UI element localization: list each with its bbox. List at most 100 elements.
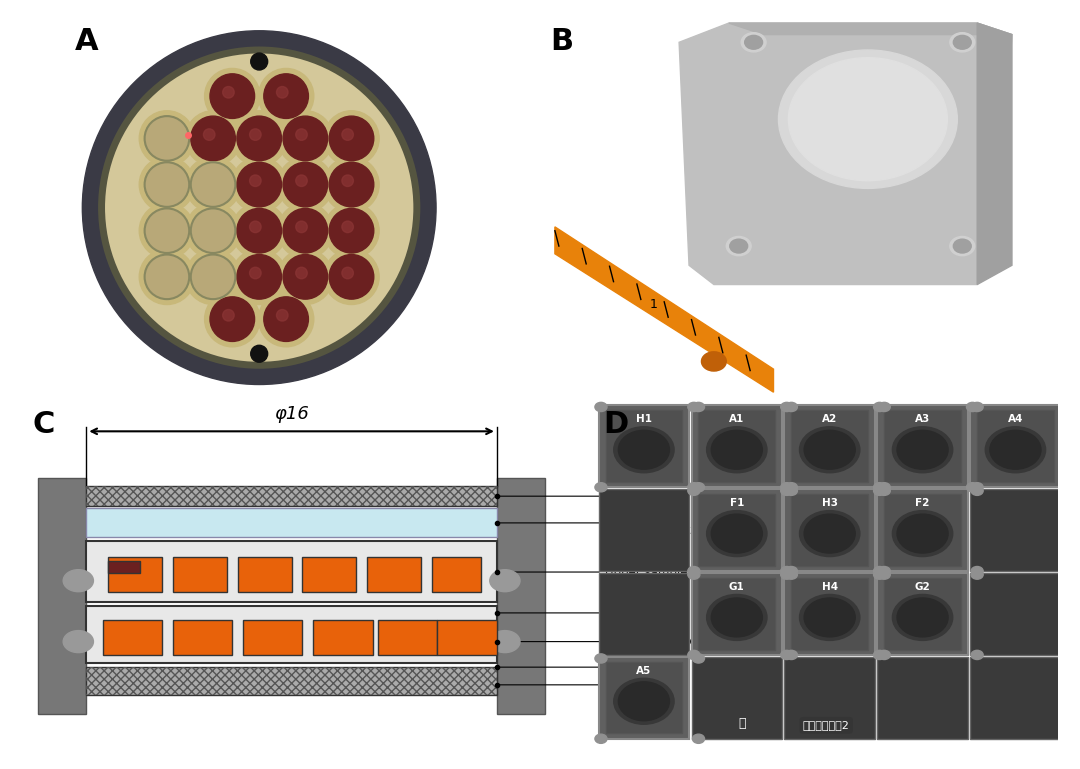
Bar xyxy=(437,620,497,655)
Circle shape xyxy=(779,50,957,188)
Circle shape xyxy=(186,203,241,258)
Circle shape xyxy=(258,68,314,124)
Bar xyxy=(970,573,1061,655)
Circle shape xyxy=(102,50,417,365)
Circle shape xyxy=(278,111,333,166)
Bar xyxy=(691,405,782,488)
Circle shape xyxy=(342,267,353,278)
Circle shape xyxy=(278,249,333,305)
Circle shape xyxy=(222,309,234,321)
Circle shape xyxy=(613,427,674,473)
Circle shape xyxy=(329,255,374,299)
Circle shape xyxy=(145,162,189,207)
Circle shape xyxy=(251,345,268,362)
Bar xyxy=(432,557,481,592)
Circle shape xyxy=(258,291,314,347)
Bar xyxy=(606,411,683,482)
Text: Window
(MgF₂ or quartz): Window (MgF₂ or quartz) xyxy=(500,509,701,537)
Circle shape xyxy=(799,427,860,473)
Circle shape xyxy=(878,651,890,660)
Circle shape xyxy=(139,203,194,258)
Bar xyxy=(784,657,875,739)
Circle shape xyxy=(204,68,260,124)
Circle shape xyxy=(874,402,886,411)
Circle shape xyxy=(237,208,282,253)
Bar xyxy=(885,494,961,566)
Circle shape xyxy=(204,291,260,347)
Polygon shape xyxy=(977,23,1012,285)
Bar xyxy=(38,478,86,714)
Text: O-ring: O-ring xyxy=(500,661,643,674)
Text: 📱: 📱 xyxy=(739,717,746,730)
Circle shape xyxy=(186,111,241,166)
Text: F2: F2 xyxy=(916,498,930,508)
Circle shape xyxy=(490,570,521,591)
Bar xyxy=(108,561,140,573)
Circle shape xyxy=(730,239,747,253)
Circle shape xyxy=(874,483,886,492)
Circle shape xyxy=(781,570,793,579)
Circle shape xyxy=(950,237,974,255)
Circle shape xyxy=(276,86,288,98)
Bar xyxy=(691,657,782,739)
Text: A5: A5 xyxy=(636,665,651,675)
Circle shape xyxy=(712,514,762,553)
Polygon shape xyxy=(555,227,773,392)
Text: 1: 1 xyxy=(649,298,657,311)
Bar xyxy=(243,620,302,655)
Circle shape xyxy=(971,402,983,411)
Bar xyxy=(691,573,782,655)
Bar xyxy=(173,557,227,592)
Circle shape xyxy=(706,427,767,473)
Circle shape xyxy=(283,162,327,207)
Circle shape xyxy=(785,567,797,576)
Bar xyxy=(598,657,689,739)
Circle shape xyxy=(712,598,762,637)
Circle shape xyxy=(296,175,308,187)
Circle shape xyxy=(688,567,700,576)
Bar xyxy=(86,486,497,506)
Circle shape xyxy=(145,208,189,253)
Circle shape xyxy=(283,116,327,161)
Circle shape xyxy=(222,86,234,98)
Circle shape xyxy=(324,157,379,212)
Circle shape xyxy=(283,208,327,253)
Bar xyxy=(367,557,421,592)
Bar xyxy=(877,405,968,488)
Text: B: B xyxy=(550,27,573,56)
Circle shape xyxy=(329,162,374,207)
Circle shape xyxy=(145,255,189,299)
Circle shape xyxy=(329,208,374,253)
Circle shape xyxy=(278,157,333,212)
Text: Lower sample plate: Lower sample plate xyxy=(500,607,720,619)
Bar xyxy=(885,411,961,482)
Bar xyxy=(784,489,875,571)
Text: A3: A3 xyxy=(915,414,930,424)
Circle shape xyxy=(706,511,767,557)
Polygon shape xyxy=(729,23,1012,35)
Circle shape xyxy=(191,255,235,299)
Circle shape xyxy=(296,267,308,278)
Circle shape xyxy=(990,431,1041,469)
Bar xyxy=(173,620,232,655)
Circle shape xyxy=(283,255,327,299)
Bar xyxy=(302,557,356,592)
Bar xyxy=(784,573,875,655)
Circle shape xyxy=(595,654,607,663)
Circle shape xyxy=(874,651,886,660)
Circle shape xyxy=(805,431,855,469)
Circle shape xyxy=(874,570,886,579)
Circle shape xyxy=(967,483,978,492)
Circle shape xyxy=(203,128,215,141)
Text: H3: H3 xyxy=(822,498,838,508)
Circle shape xyxy=(231,157,287,212)
Circle shape xyxy=(324,249,379,305)
Bar xyxy=(691,489,782,571)
Circle shape xyxy=(799,511,860,557)
Circle shape xyxy=(788,58,947,181)
Circle shape xyxy=(231,203,287,258)
Circle shape xyxy=(785,486,797,495)
Circle shape xyxy=(878,567,890,576)
Circle shape xyxy=(805,514,855,553)
Circle shape xyxy=(296,221,308,233)
